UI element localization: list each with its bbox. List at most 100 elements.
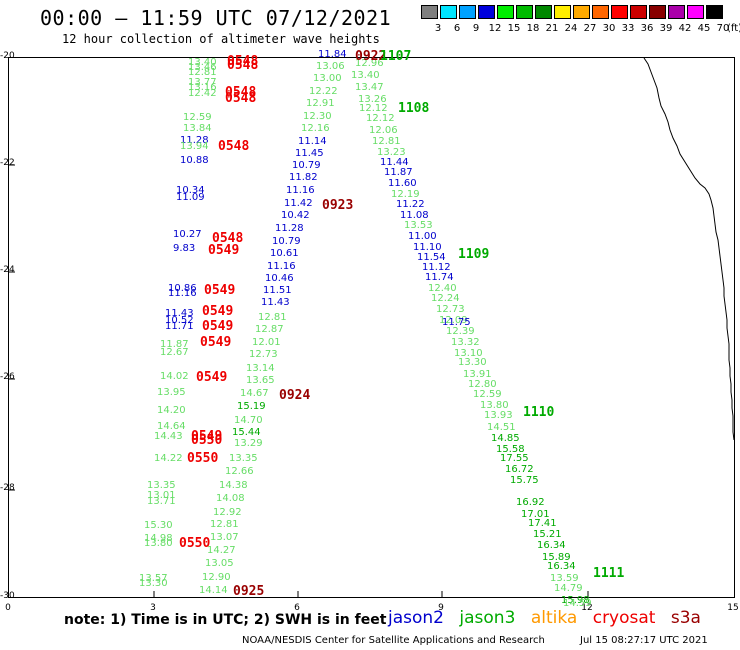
wave-height-label: 13.40 (351, 71, 380, 81)
legend-swatch (440, 5, 457, 19)
legend-swatch (668, 5, 685, 19)
wave-height-label: 11.16 (267, 262, 296, 272)
lat-tick-label: -28 (0, 483, 15, 493)
pass-time-label: 0925 (233, 585, 264, 598)
lon-tick-label: 15 (727, 603, 738, 613)
legend-label: 21 (546, 23, 559, 34)
wave-height-label: 13.35 (229, 454, 258, 464)
wave-height-label: 13.47 (355, 83, 384, 93)
wave-height-label: 12.59 (473, 390, 502, 400)
lon-tick-label: 0 (5, 603, 11, 613)
sat-altika: altika (531, 608, 578, 628)
legend-label: 18 (527, 23, 540, 34)
lat-tick-label: -26 (0, 372, 15, 382)
legend-label: 15 (508, 23, 521, 34)
wave-height-label: 11.22 (396, 200, 425, 210)
satellite-legend: jason2 jason3 altika cryosat s3a (388, 608, 711, 628)
sat-jason3: jason3 (459, 608, 515, 628)
wave-height-label: 12.06 (369, 126, 398, 136)
wave-height-label: 17.55 (500, 454, 529, 464)
wave-height-label: 13.80 (144, 539, 173, 549)
legend-swatch (497, 5, 514, 19)
wave-height-label: 12.92 (213, 508, 242, 518)
wave-height-label: 13.84 (183, 124, 212, 134)
pass-time-label: 1108 (398, 102, 429, 115)
wave-height-label: 16.72 (505, 465, 534, 475)
wave-height-label: 11.82 (289, 173, 318, 183)
wave-height-label: 12.66 (225, 467, 254, 477)
wave-height-label: 13.94 (180, 142, 209, 152)
wave-height-label: 12.30 (303, 112, 332, 122)
legend-swatch (421, 5, 438, 19)
wave-height-label: 16.34 (537, 541, 566, 551)
wave-height-label: 15.30 (144, 521, 173, 531)
wave-height-label: 11.43 (261, 298, 290, 308)
legend-swatch (592, 5, 609, 19)
wave-height-label: 12.12 (366, 114, 395, 124)
wave-height-label: 10.61 (270, 249, 299, 259)
legend-label: 42 (679, 23, 692, 34)
wave-height-label: 12.73 (436, 305, 465, 315)
wave-height-label: 12.16 (301, 124, 330, 134)
wave-height-label: 11.16 (286, 186, 315, 196)
wave-height-label: 13.95 (157, 388, 186, 398)
pass-time-label: 0550 (191, 434, 222, 447)
pass-time-label: 1107 (380, 50, 411, 63)
wave-height-label: 12.42 (188, 89, 217, 99)
pass-time-label: 0550 (179, 537, 210, 550)
legend-swatch (706, 5, 723, 19)
wave-height-label: 10.88 (180, 156, 209, 166)
wave-height-label: 12.01 (252, 338, 281, 348)
wave-height-label: 11.45 (295, 149, 324, 159)
wave-height-label: 11.84 (318, 50, 347, 60)
wave-height-label: 12.59 (183, 113, 212, 123)
pass-time-label: 0548 (227, 59, 258, 72)
wave-height-label: 13.00 (313, 74, 342, 84)
legend-swatch (649, 5, 666, 19)
pass-time-label: 0548 (225, 92, 256, 105)
generated-timestamp: Jul 15 08:27:17 UTC 2021 (580, 635, 708, 646)
wave-height-label: 12.73 (249, 350, 278, 360)
wave-height-label: 14.02 (160, 372, 189, 382)
wave-height-label: 14.20 (157, 406, 186, 416)
legend-label: 24 (565, 23, 578, 34)
sat-jason2: jason2 (388, 608, 444, 628)
wave-height-label: 14.70 (234, 416, 263, 426)
wave-height-label: 14.08 (216, 494, 245, 504)
wave-height-label: 11.51 (263, 286, 292, 296)
wave-height-label: 13.30 (139, 579, 168, 589)
pass-time-label: 1110 (523, 406, 554, 419)
wave-height-label: 15.44 (232, 428, 261, 438)
pass-time-label: 0549 (200, 336, 231, 349)
wave-height-label: 12.24 (431, 294, 460, 304)
wave-height-label: 10.79 (272, 237, 301, 247)
legend-swatch (535, 5, 552, 19)
wave-height-label: 13.07 (210, 533, 239, 543)
wave-height-label: 14.43 (154, 432, 183, 442)
wave-height-label: 13.65 (246, 376, 275, 386)
wave-height-label: 10.46 (265, 274, 294, 284)
wave-height-label: 17.41 (528, 519, 557, 529)
wave-height-label: 11.74 (425, 273, 454, 283)
map-title: 00:00 – 11:59 UTC 07/12/2021 (40, 6, 391, 30)
map-subtitle: 12 hour collection of altimeter wave hei… (62, 32, 380, 46)
wave-height-label: 13.05 (205, 559, 234, 569)
wave-height-label: 11.14 (298, 137, 327, 147)
wave-height-label: 15.21 (533, 530, 562, 540)
wave-height-label: 11.42 (284, 199, 313, 209)
wave-height-label: 10.42 (281, 211, 310, 221)
pass-time-label: 0550 (187, 452, 218, 465)
wave-height-label: 14.67 (240, 389, 269, 399)
wave-height-label: 12.67 (160, 348, 189, 358)
wave-height-label: 11.16 (168, 289, 197, 299)
legend-label: 3 (435, 23, 441, 34)
legend-swatch (478, 5, 495, 19)
wave-height-label: 14.27 (207, 546, 236, 556)
legend-label: 12 (489, 23, 502, 34)
legend-label: 9 (473, 23, 479, 34)
wave-height-label: 14.38 (219, 481, 248, 491)
wave-height-label: 14.51 (487, 423, 516, 433)
wave-height-label: 11.00 (408, 232, 437, 242)
wave-height-label: 16.92 (516, 498, 545, 508)
legend-label: 30 (603, 23, 616, 34)
